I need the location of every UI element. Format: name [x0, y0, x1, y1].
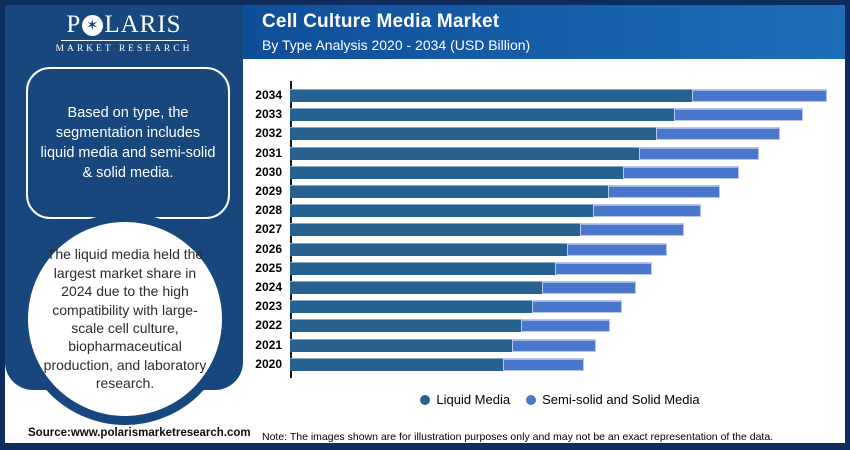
header-band: Cell Culture Media Market By Type Analys… [243, 5, 845, 59]
logo-divider-line [61, 40, 187, 41]
legend-dot-semisolid [526, 394, 537, 405]
bar-row: 2031 [243, 145, 760, 160]
bar-row: 2020 [243, 356, 585, 371]
bar-segment-semisolid [655, 127, 781, 141]
info-circle-text: The liquid media held the largest market… [43, 246, 207, 392]
bar-segment-liquid [290, 127, 656, 141]
bar-segment-liquid [290, 338, 513, 352]
legend: Liquid Media Semi-solid and Solid Media [291, 392, 829, 407]
year-label: 2021 [255, 337, 282, 352]
bar-segment-semisolid [512, 338, 597, 352]
year-label: 2033 [255, 107, 282, 122]
year-label: 2026 [255, 241, 282, 256]
year-label: 2023 [255, 299, 282, 314]
bar-segment-semisolid [593, 204, 701, 218]
note-text: Note: The images shown are for illustrat… [262, 431, 774, 443]
bar-segment-semisolid [639, 146, 760, 160]
year-label: 2032 [255, 126, 282, 141]
legend-dot-liquid [420, 394, 431, 405]
year-label: 2022 [255, 318, 282, 333]
bar-segment-liquid [290, 89, 693, 102]
bar-segment-semisolid [521, 319, 610, 333]
bar-segment-liquid [290, 319, 522, 333]
chart-panel: 2034 2033 2032 2031 2030 2029 2028 2027 2026 2025… [243, 59, 845, 443]
bar-segment-semisolid [502, 357, 585, 371]
year-label: 2031 [255, 145, 282, 160]
bar-row: 2027 [243, 222, 684, 237]
bar-segment-liquid [290, 261, 555, 275]
legend-item-liquid: Liquid Media [420, 392, 510, 407]
bar-row: 2029 [243, 185, 720, 198]
bar-row: 2021 [243, 337, 597, 352]
bar-segment-semisolid [607, 185, 720, 198]
bar-segment-liquid [290, 204, 594, 218]
bar-segment-liquid [290, 357, 503, 371]
year-label: 2027 [255, 222, 282, 237]
logo-wordmark: P ✶ LARIS [5, 12, 243, 38]
logo-letter-p: P [66, 11, 82, 38]
info-box-text: Based on type, the segmentation includes… [40, 105, 216, 181]
year-label: 2030 [255, 164, 282, 179]
bar-segment-semisolid [622, 165, 739, 179]
chart-subtitle: By Type Analysis 2020 - 2034 (USD Billio… [262, 37, 531, 53]
bar-segment-semisolid [542, 281, 637, 294]
bar-row: 2025 [243, 260, 652, 275]
bar-row: 2022 [243, 318, 610, 333]
bar-segment-liquid [290, 300, 532, 314]
bar-row: 2030 [243, 164, 739, 179]
year-label: 2020 [255, 356, 282, 371]
bar-row: 2034 [243, 89, 827, 102]
info-box-segmentation: Based on type, the segmentation includes… [26, 67, 230, 219]
bar-segment-liquid [290, 242, 568, 256]
chart-title: Cell Culture Media Market [262, 11, 500, 32]
source-text: Source:www.polarismarketresearch.com [28, 427, 251, 439]
polaris-logo: P ✶ LARIS MARKET RESEARCH [5, 12, 243, 55]
year-label: 2028 [255, 203, 282, 218]
bar-segment-liquid [290, 146, 640, 160]
year-label: 2034 [255, 88, 282, 102]
bar-segment-liquid [290, 223, 580, 237]
bar-segment-semisolid [579, 223, 684, 237]
logo-letters-laris: LARIS [104, 11, 182, 38]
bar-row: 2032 [243, 126, 781, 141]
info-circle-2024: The liquid media held the largest market… [28, 222, 222, 416]
bar-row: 2026 [243, 241, 667, 256]
bar-segment-semisolid [554, 261, 652, 275]
bar-segment-semisolid [692, 89, 827, 102]
sidebar: P ✶ LARIS MARKET RESEARCH Based on type, t… [5, 5, 243, 425]
legend-label: Semi-solid and Solid Media [542, 392, 700, 407]
bar-row: 2024 [243, 280, 637, 294]
bar-segment-liquid [290, 281, 543, 294]
legend-item-semisolid: Semi-solid and Solid Media [526, 392, 700, 407]
logo-star-icon: ✶ [82, 14, 104, 36]
logo-tagline: MARKET RESEARCH [55, 44, 193, 54]
bar-row: 2023 [243, 299, 622, 314]
bar-segment-semisolid [673, 108, 803, 122]
bar-row: 2033 [243, 107, 803, 122]
bar-segment-semisolid [531, 300, 622, 314]
bar-segment-liquid [290, 165, 623, 179]
year-label: 2025 [255, 260, 282, 275]
bar-segment-liquid [290, 185, 608, 198]
legend-label: Liquid Media [436, 392, 511, 407]
year-label: 2024 [255, 280, 282, 294]
bar-segment-semisolid [567, 242, 667, 256]
bar-row: 2028 [243, 203, 701, 218]
bar-segment-liquid [290, 108, 674, 122]
year-label: 2029 [255, 184, 282, 198]
